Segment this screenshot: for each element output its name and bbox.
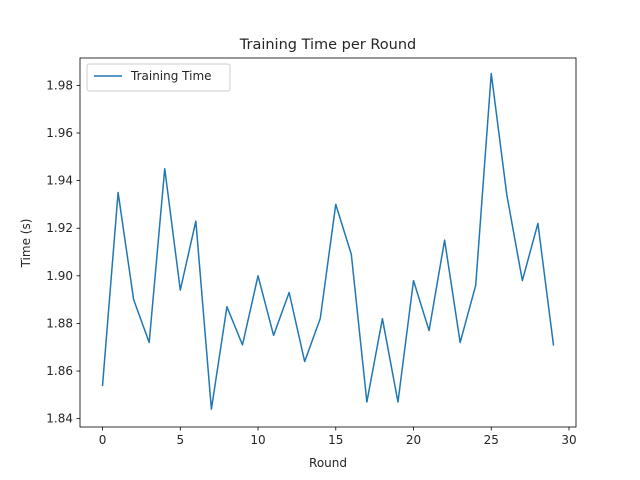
y-tick-label: 1.84 [46,412,73,426]
x-tick-label: 5 [176,433,184,447]
legend-label-training-time: Training Time [130,69,212,83]
y-tick-label: 1.98 [46,78,73,92]
y-tick-label: 1.96 [46,126,73,140]
x-tick-label: 15 [328,433,343,447]
plot-area: 0 5 10 15 20 25 30 1.84 1.86 1.88 1.90 1.92 1.94 1.96… [46,57,577,447]
x-tick-label: 0 [99,433,107,447]
legend-box [86,63,231,92]
x-tick-label: 25 [484,433,499,447]
y-axis-label: Time (s) [19,219,33,269]
chart-title: Training Time per Round [239,37,417,53]
y-tick-label: 1.88 [46,316,73,330]
y-tick-label: 1.90 [46,269,73,283]
x-tick-label: 10 [250,433,265,447]
y-tick-label: 1.94 [46,174,73,188]
y-tick-label: 1.92 [46,221,73,235]
legend: Training Time [86,63,231,92]
x-axis-label: Round [309,456,347,470]
series-line-0 [101,72,555,410]
axes-frame [79,57,577,428]
y-tick-label: 1.86 [46,364,73,378]
x-tick-label: 20 [406,433,421,447]
x-tick-label: 30 [561,433,576,447]
